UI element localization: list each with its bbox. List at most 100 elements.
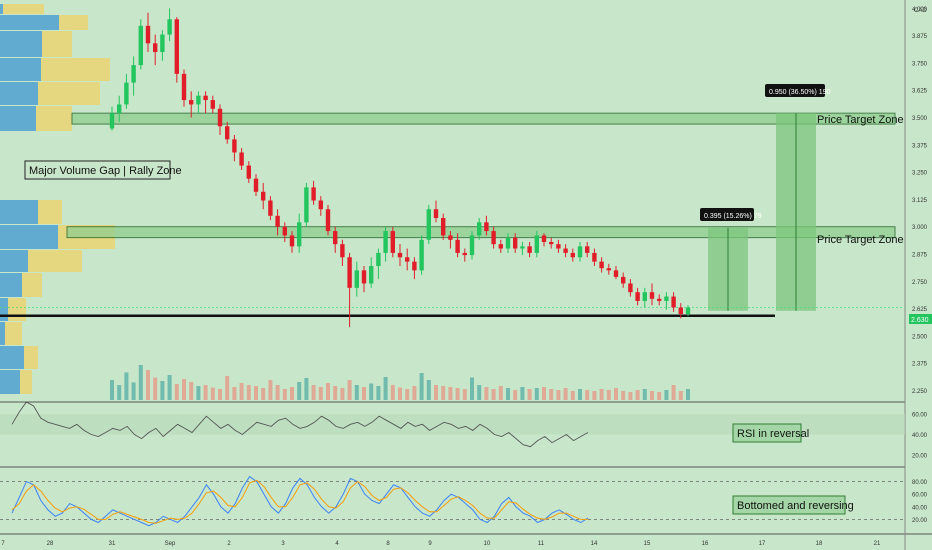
volume-bar [614, 388, 618, 400]
volume-profile-bar-up [0, 322, 5, 345]
candle-body [289, 235, 295, 247]
candle-body [577, 246, 583, 258]
candle-body [441, 217, 446, 236]
candle-body [304, 187, 309, 223]
volume-bar [340, 388, 345, 400]
candle-body [261, 191, 266, 201]
volume-bar [686, 389, 690, 400]
volume-bar [268, 380, 273, 400]
candle-body [671, 296, 676, 308]
volume-bar [246, 385, 251, 400]
candle-body [513, 237, 518, 249]
target-zone-label-upper: Price Target Zone [817, 114, 904, 126]
volume-profile-bar-up [0, 250, 28, 272]
candle-body [145, 25, 151, 44]
time-axis[interactable]: 7 28 31 Sep 2 3 4 8 9 10 11 14 15 16 17 18 21 [1, 541, 881, 547]
candle-body [477, 222, 482, 236]
candle-body [621, 276, 626, 284]
time-tick-label: 17 [759, 541, 766, 547]
volume-bar [635, 390, 640, 400]
price-tick-label: 3.625 [912, 89, 928, 95]
last-price-text: 2.630 [911, 317, 929, 324]
candle-body [556, 244, 561, 249]
price-tick-label: 3.750 [912, 61, 928, 67]
candle-body [649, 292, 655, 299]
volume-bar [484, 387, 489, 400]
candle-body [534, 235, 539, 253]
volume-bar [419, 373, 424, 400]
volume-bar [599, 389, 604, 400]
candle-body [678, 307, 683, 315]
price-axis[interactable]: 4.000 3.875 3.750 3.625 3.500 3.375 3.250 3.125… [912, 7, 928, 524]
candle-body [469, 235, 475, 256]
volume-bar [347, 380, 352, 400]
volume-bar [326, 383, 330, 400]
volume-bar [398, 387, 402, 400]
candle-body [505, 237, 511, 249]
candle-body [189, 100, 194, 105]
time-tick-label: 15 [644, 541, 651, 547]
candle-body [282, 226, 287, 236]
candle-body [174, 19, 179, 74]
volume-bar [218, 389, 222, 400]
volume-profile-bar-total [0, 322, 22, 345]
candle-body [455, 239, 460, 253]
volume-bar [124, 372, 129, 400]
volume-bar [182, 379, 186, 400]
volume-bar [542, 387, 546, 400]
volume-bar [657, 392, 662, 400]
time-tick-label: 14 [591, 541, 598, 547]
volume-bar [376, 386, 381, 400]
rsi-tick-label: 40.00 [912, 433, 928, 439]
measure-text-1: 0.395 (15.26%) 79 [704, 213, 762, 220]
volume-profile-bar-up [0, 370, 20, 394]
volume-bar [261, 388, 266, 400]
target-zone-text-lower: Price Target Zone [817, 234, 904, 246]
candle-body [297, 222, 302, 247]
volume-bar [203, 385, 208, 400]
candle-body [585, 246, 590, 253]
volume-bar [455, 388, 460, 400]
candle-body [138, 25, 143, 66]
volume-bar [434, 385, 438, 400]
candle-body [570, 252, 575, 258]
candle-body [484, 222, 489, 232]
volume-bar [167, 375, 172, 400]
candle-body [225, 126, 230, 140]
volume-bar [426, 380, 431, 400]
price-tick-label: 3.125 [912, 198, 928, 204]
volume-bar [383, 377, 388, 400]
candle-body [527, 246, 532, 253]
stoch-tick-label: 80.00 [912, 480, 928, 486]
candle-body [549, 241, 554, 245]
volume-bar [448, 387, 453, 400]
volume-profile-bar-up [0, 31, 42, 57]
time-tick-label: 3 [281, 541, 285, 547]
volume-bar [642, 389, 647, 400]
volume-bar [390, 385, 395, 400]
volume-profile-bar-up [0, 58, 41, 81]
target-zone-box [71, 112, 896, 125]
volume-bar [477, 385, 482, 400]
time-tick-label: Sep [165, 541, 176, 547]
candle-body [419, 239, 424, 271]
candle-body [635, 292, 640, 301]
time-tick-label: 18 [816, 541, 823, 547]
volume-bar [138, 365, 143, 400]
volume-bar [570, 391, 575, 400]
volume-profile-bar-up [0, 82, 38, 105]
time-tick-label: 2 [227, 541, 231, 547]
candle-body [642, 292, 647, 301]
candlesticks [109, 8, 691, 328]
volume-bar [585, 390, 590, 400]
stoch-tick-label: 60.00 [912, 493, 928, 499]
candle-body [657, 298, 662, 301]
volume-bar [441, 386, 446, 400]
candle-body [239, 152, 244, 166]
volume-bar [563, 388, 568, 400]
candle-body [275, 215, 280, 227]
volume-bar [592, 391, 597, 400]
volume-bar [318, 387, 323, 400]
candle-body [203, 95, 208, 101]
